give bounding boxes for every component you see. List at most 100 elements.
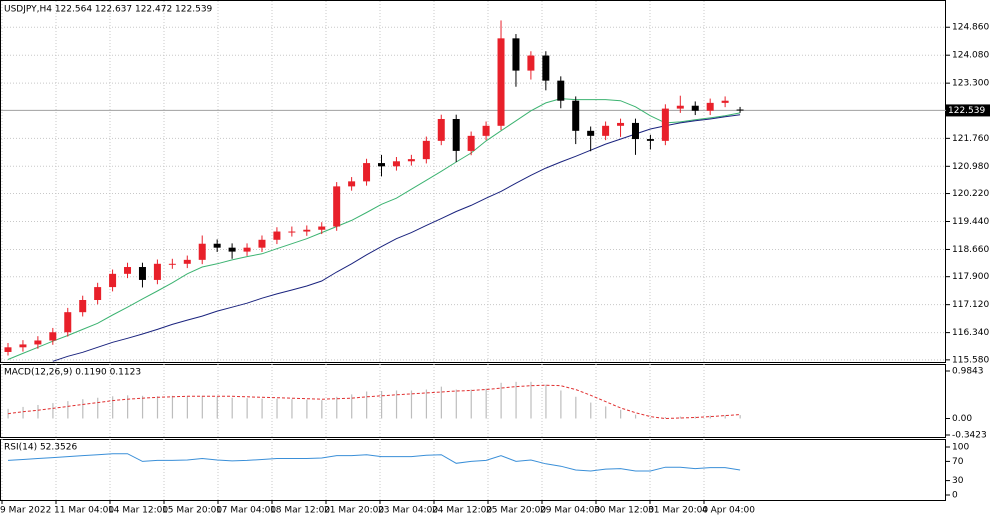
macd-bar — [112, 396, 114, 419]
price-label-box — [946, 104, 990, 117]
candle-body — [318, 226, 326, 230]
candle-body — [557, 80, 565, 101]
macd-bar — [231, 397, 233, 419]
indicator-line — [7, 98, 741, 360]
macd-bar — [246, 398, 248, 419]
x-tick-label: 24 Mar 12:00 — [432, 506, 492, 516]
y-tick-label: 120.980 — [952, 162, 989, 172]
indicator-line — [7, 384, 741, 420]
macd-bar — [127, 395, 129, 419]
x-tick-label: 9 Mar 2022 — [0, 506, 51, 516]
candle-body — [706, 102, 714, 111]
indicator-line — [7, 453, 741, 472]
x-tick-label: 15 Mar 20:00 — [162, 506, 222, 516]
y-tick-label: 30 — [952, 476, 964, 486]
candle-body — [482, 125, 490, 136]
macd-bar — [679, 416, 681, 419]
macd-bar — [709, 415, 711, 419]
macd-bar — [97, 397, 99, 419]
candle-body — [676, 105, 684, 109]
candle-body — [452, 118, 460, 151]
x-tick-label: 29 Mar 04:00 — [540, 506, 600, 516]
macd-bar — [575, 396, 577, 419]
candle-body — [19, 344, 27, 348]
candle-body — [288, 231, 296, 233]
y-tick-label: 121.760 — [952, 134, 989, 144]
candle-body — [109, 273, 117, 288]
candle-body — [407, 159, 415, 162]
candle-body — [691, 105, 699, 111]
macd-bar — [306, 399, 308, 419]
macd-bar — [455, 389, 457, 419]
macd-bar — [156, 396, 159, 419]
candle-body — [378, 163, 385, 167]
y-tick-label: -0.3423 — [952, 431, 987, 441]
candle-body — [422, 140, 430, 160]
candle-body — [527, 55, 535, 71]
candle-body — [333, 186, 341, 227]
macd-bar — [500, 382, 502, 419]
rsi-title: RSI(14) 52.3526 — [4, 443, 77, 453]
candle-body — [273, 231, 281, 240]
macd-bar — [261, 398, 263, 419]
candle-body — [736, 109, 744, 111]
macd-bar — [530, 381, 532, 419]
macd-bar — [425, 389, 428, 419]
y-tick-label: 115.580 — [952, 355, 989, 365]
macd-bar — [52, 403, 54, 419]
macd-bar — [440, 386, 442, 419]
macd-bar — [37, 404, 39, 419]
y-tick-label: 119.440 — [952, 217, 989, 227]
macd-bar — [739, 415, 741, 419]
candle-body — [79, 299, 87, 313]
candle-body — [661, 108, 669, 141]
rsi-panel — [0, 439, 946, 501]
y-tick-label: 120.220 — [952, 189, 989, 199]
macd-bar — [694, 416, 696, 419]
candle-body — [198, 243, 206, 260]
macd-bar — [22, 406, 24, 419]
macd-bar — [186, 396, 188, 419]
macd-bar — [141, 395, 144, 419]
candle-body — [153, 263, 161, 280]
y-tick-label: 116.340 — [952, 328, 989, 338]
candle-body — [348, 181, 356, 187]
candle-body — [138, 267, 146, 280]
candle-body — [467, 135, 475, 151]
price-panel — [0, 0, 946, 363]
y-tick-label: 117.900 — [952, 272, 989, 282]
price-title: USDJPY,H4 122.564 122.637 122.472 122.53… — [4, 5, 213, 15]
macd-bar — [351, 394, 353, 419]
y-tick-label: 0 — [952, 491, 958, 501]
macd-bar — [171, 395, 174, 419]
candle-body — [124, 267, 132, 274]
candle-body — [228, 247, 236, 252]
candle-body — [572, 100, 580, 131]
x-tick-label: 30 Mar 12:00 — [594, 506, 654, 516]
macd-bar — [291, 399, 293, 419]
y-tick-label: 123.300 — [952, 79, 989, 89]
candle-body — [512, 38, 520, 71]
x-tick-label: 23 Mar 04:00 — [378, 506, 438, 516]
price-label: 122.539 — [948, 106, 985, 116]
y-tick-label: 0.9843 — [952, 367, 984, 377]
indicator-line — [52, 114, 741, 362]
x-tick-label: 17 Mar 04:00 — [216, 506, 276, 516]
candle-body — [4, 347, 12, 352]
macd-bar — [321, 400, 323, 419]
y-tick-label: 70 — [952, 457, 964, 467]
y-tick-label: 117.120 — [952, 300, 989, 310]
macd-bar — [620, 409, 622, 419]
x-tick-label: 18 Mar 12:00 — [270, 506, 330, 516]
y-tick-label: 100 — [952, 443, 969, 453]
macd-title: MACD(12,26,9) 0.1190 0.1123 — [4, 368, 141, 378]
candle-body — [168, 263, 176, 265]
x-tick-label: 31 Mar 20:00 — [648, 506, 708, 516]
macd-bar — [605, 406, 607, 419]
candle-body — [392, 161, 400, 167]
candle-body — [437, 118, 445, 141]
candle-body — [631, 122, 639, 140]
macd-bar — [515, 381, 517, 419]
y-tick-label: 124.080 — [952, 51, 989, 61]
